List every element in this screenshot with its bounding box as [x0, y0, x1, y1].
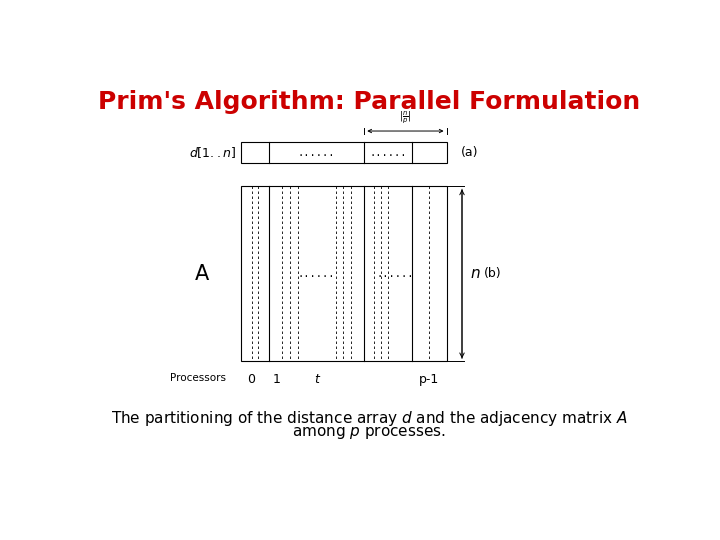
Text: ......: ......	[298, 269, 336, 279]
Text: ......: ......	[377, 269, 415, 279]
Text: 1: 1	[273, 373, 281, 386]
Text: A: A	[195, 264, 210, 284]
Text: t: t	[314, 373, 319, 386]
Text: $|\frac{n}{p}|$: $|\frac{n}{p}|$	[399, 110, 412, 126]
Text: Prim's Algorithm: Parallel Formulation: Prim's Algorithm: Parallel Formulation	[98, 90, 640, 114]
Text: among $p$ processes.: among $p$ processes.	[292, 424, 446, 441]
Text: (b): (b)	[484, 267, 501, 280]
Bar	[241, 186, 446, 361]
Text: 0: 0	[247, 373, 255, 386]
Text: The partitioning of the distance array $d$ and the adjacency matrix $A$: The partitioning of the distance array $…	[111, 409, 627, 429]
Text: $n$: $n$	[469, 266, 480, 281]
Text: Processors: Processors	[170, 373, 225, 383]
Text: p-1: p-1	[419, 373, 439, 386]
Text: (a): (a)	[461, 146, 478, 159]
Text: $d[1..n]$: $d[1..n]$	[189, 145, 236, 160]
Text: ......: ......	[298, 147, 336, 158]
Bar	[241, 142, 446, 164]
Text: ......: ......	[369, 147, 407, 158]
